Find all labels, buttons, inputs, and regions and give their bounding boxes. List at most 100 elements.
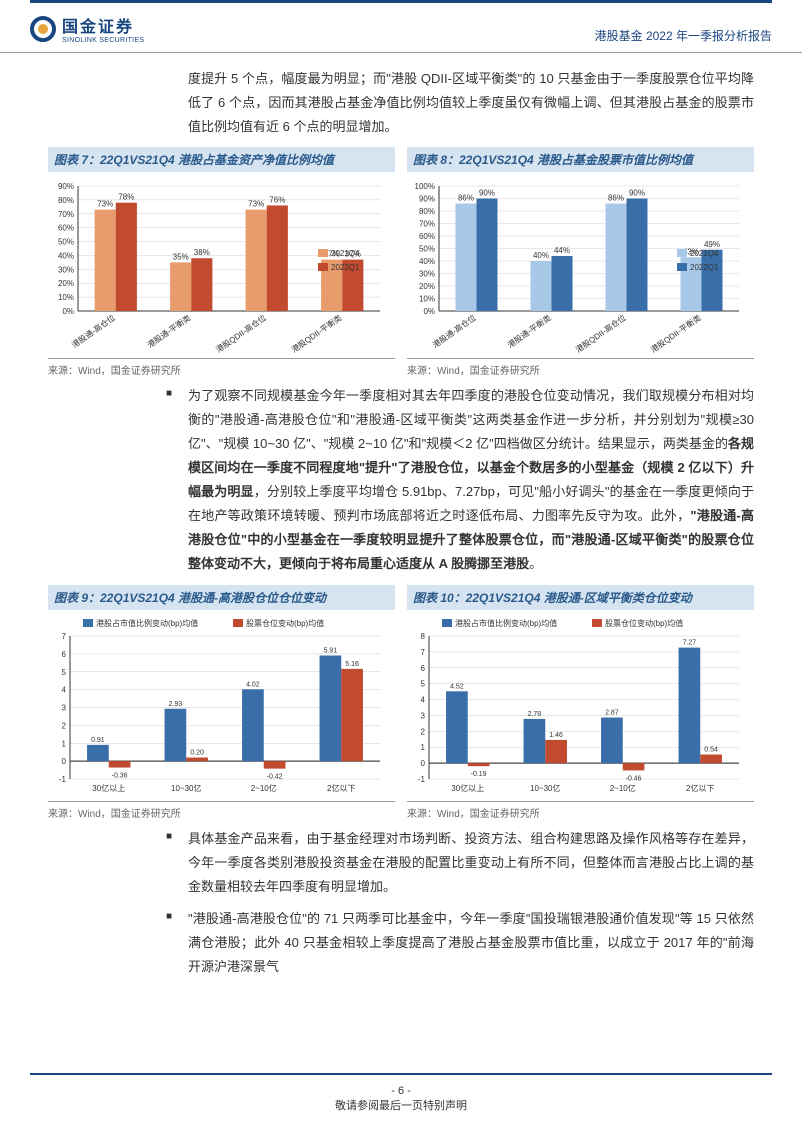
chart-8-source: 来源：Wind，国金证券研究所: [407, 359, 754, 380]
svg-text:2022Q1: 2022Q1: [331, 263, 360, 272]
svg-text:60%: 60%: [58, 224, 74, 233]
doc-title: 港股基金 2022 年一季报分析报告: [595, 27, 772, 44]
svg-text:6: 6: [62, 649, 67, 658]
svg-text:5.16: 5.16: [345, 660, 359, 667]
svg-text:35%: 35%: [173, 253, 189, 262]
svg-text:49%: 49%: [704, 240, 720, 249]
svg-text:2.87: 2.87: [605, 709, 619, 716]
svg-text:30%: 30%: [58, 265, 74, 274]
svg-text:10~30亿: 10~30亿: [530, 783, 560, 793]
svg-text:10%: 10%: [58, 293, 74, 302]
svg-text:港股QDII-平衡类: 港股QDII-平衡类: [648, 313, 702, 355]
chart-10: 图表 10：22Q1VS21Q4 港股通-区域平衡类仓位变动 -10123456…: [407, 585, 754, 823]
svg-text:76%: 76%: [269, 196, 285, 205]
svg-text:港股占市值比例变动(bp)均值: 港股占市值比例变动(bp)均值: [455, 618, 557, 628]
svg-text:0.91: 0.91: [91, 736, 105, 743]
svg-text:-0.46: -0.46: [626, 775, 642, 782]
svg-text:-0.42: -0.42: [267, 773, 283, 780]
svg-text:6: 6: [421, 663, 426, 672]
svg-text:3: 3: [62, 703, 67, 712]
svg-text:2亿以下: 2亿以下: [686, 783, 714, 793]
svg-text:1: 1: [62, 739, 67, 748]
svg-text:-0.36: -0.36: [112, 772, 128, 779]
svg-text:股票仓位变动(bp)均值: 股票仓位变动(bp)均值: [605, 618, 683, 628]
logo-en: SINOLINK SECURITIES: [62, 37, 144, 44]
para-3: 具体基金产品来看，由于基金经理对市场判断、投资方法、组合构建思路及操作风格等存在…: [188, 827, 754, 899]
svg-text:2亿以下: 2亿以下: [327, 783, 355, 793]
logo: 国金证券 SINOLINK SECURITIES: [30, 13, 144, 44]
svg-text:10~30亿: 10~30亿: [171, 783, 201, 793]
svg-text:90%: 90%: [629, 189, 645, 198]
chart-7: 图表 7：22Q1VS21Q4 港股占基金资产净值比例均值 0%10%20%30…: [48, 147, 395, 380]
svg-text:8: 8: [421, 632, 426, 641]
svg-text:0: 0: [62, 757, 67, 766]
svg-text:0.20: 0.20: [190, 749, 204, 756]
svg-text:30亿以上: 30亿以上: [92, 783, 125, 793]
svg-text:90%: 90%: [58, 182, 74, 191]
para-4: "港股通-高港股仓位"的 71 只两季可比基金中，今年一季度"国投瑞银港股通价值…: [188, 907, 754, 979]
logo-icon: [30, 16, 56, 42]
svg-text:30亿以上: 30亿以上: [451, 783, 484, 793]
svg-text:2.78: 2.78: [528, 710, 542, 717]
svg-text:5.91: 5.91: [324, 647, 338, 654]
svg-text:2022Q1: 2022Q1: [690, 263, 719, 272]
svg-text:50%: 50%: [58, 238, 74, 247]
svg-text:10%: 10%: [419, 295, 435, 304]
svg-text:70%: 70%: [419, 220, 435, 229]
svg-text:0%: 0%: [62, 307, 74, 316]
svg-text:4: 4: [62, 685, 67, 694]
svg-text:1: 1: [421, 743, 426, 752]
svg-text:2.93: 2.93: [169, 700, 183, 707]
svg-text:5: 5: [421, 679, 426, 688]
svg-text:4.02: 4.02: [246, 681, 260, 688]
chart-9-title: 图表 9：22Q1VS21Q4 港股通-高港股仓位仓位变动: [48, 585, 395, 610]
svg-text:2~10亿: 2~10亿: [251, 783, 277, 793]
svg-text:港股通-高仓位: 港股通-高仓位: [70, 313, 117, 350]
svg-text:0.54: 0.54: [704, 746, 718, 753]
svg-text:44%: 44%: [554, 246, 570, 255]
page-number: - 6 -: [0, 1085, 802, 1097]
svg-text:30%: 30%: [419, 270, 435, 279]
svg-text:股票仓位变动(bp)均值: 股票仓位变动(bp)均值: [246, 618, 324, 628]
svg-text:7.27: 7.27: [683, 639, 697, 646]
para-1: 度提升 5 个点，幅度最为明显；而"港股 QDII-区域平衡类"的 10 只基金…: [188, 67, 754, 139]
svg-text:港股通-高仓位: 港股通-高仓位: [430, 313, 477, 350]
svg-text:100%: 100%: [415, 182, 435, 191]
svg-text:86%: 86%: [458, 194, 474, 203]
chart-8: 图表 8：22Q1VS21Q4 港股占基金股票市值比例均值 0% 10% 20% 30…: [407, 147, 754, 380]
chart-7-title: 图表 7：22Q1VS21Q4 港股占基金资产净值比例均值: [48, 147, 395, 172]
svg-text:3: 3: [421, 711, 426, 720]
svg-text:-1: -1: [59, 775, 67, 784]
para-2: 为了观察不同规模基金今年一季度相对其去年四季度的港股仓位变动情况，我们取规模分布…: [188, 384, 754, 576]
svg-text:90%: 90%: [419, 195, 435, 204]
chart-7-source: 来源：Wind，国金证券研究所: [48, 359, 395, 380]
svg-text:港股通-平衡类: 港股通-平衡类: [145, 313, 192, 350]
svg-text:40%: 40%: [58, 252, 74, 261]
svg-text:40%: 40%: [533, 251, 549, 260]
svg-text:38%: 38%: [194, 248, 210, 257]
chart-10-title: 图表 10：22Q1VS21Q4 港股通-区域平衡类仓位变动: [407, 585, 754, 610]
svg-text:2: 2: [421, 727, 426, 736]
svg-text:5: 5: [62, 667, 67, 676]
chart-8-title: 图表 8：22Q1VS21Q4 港股占基金股票市值比例均值: [407, 147, 754, 172]
svg-text:60%: 60%: [419, 232, 435, 241]
svg-text:港股QDII-平衡类: 港股QDII-平衡类: [289, 313, 343, 355]
svg-text:2021Q4: 2021Q4: [331, 249, 360, 258]
svg-text:20%: 20%: [419, 282, 435, 291]
chart-9-source: 来源：Wind，国金证券研究所: [48, 802, 395, 823]
svg-text:0: 0: [421, 759, 426, 768]
svg-text:1.46: 1.46: [549, 731, 563, 738]
svg-text:40%: 40%: [419, 257, 435, 266]
svg-text:73%: 73%: [248, 200, 264, 209]
disclaimer: 敬请参阅最后一页特别声明: [0, 1097, 802, 1113]
svg-text:2021Q4: 2021Q4: [690, 249, 719, 258]
svg-text:4: 4: [421, 695, 426, 704]
svg-text:73%: 73%: [97, 200, 113, 209]
chart-9: 图表 9：22Q1VS21Q4 港股通-高港股仓位仓位变动 -101234567…: [48, 585, 395, 823]
svg-text:78%: 78%: [118, 193, 134, 202]
svg-text:港股通-平衡类: 港股通-平衡类: [505, 313, 552, 350]
svg-text:0%: 0%: [423, 307, 435, 316]
svg-text:-0.19: -0.19: [471, 771, 487, 778]
svg-text:7: 7: [62, 632, 67, 641]
svg-text:7: 7: [421, 647, 426, 656]
